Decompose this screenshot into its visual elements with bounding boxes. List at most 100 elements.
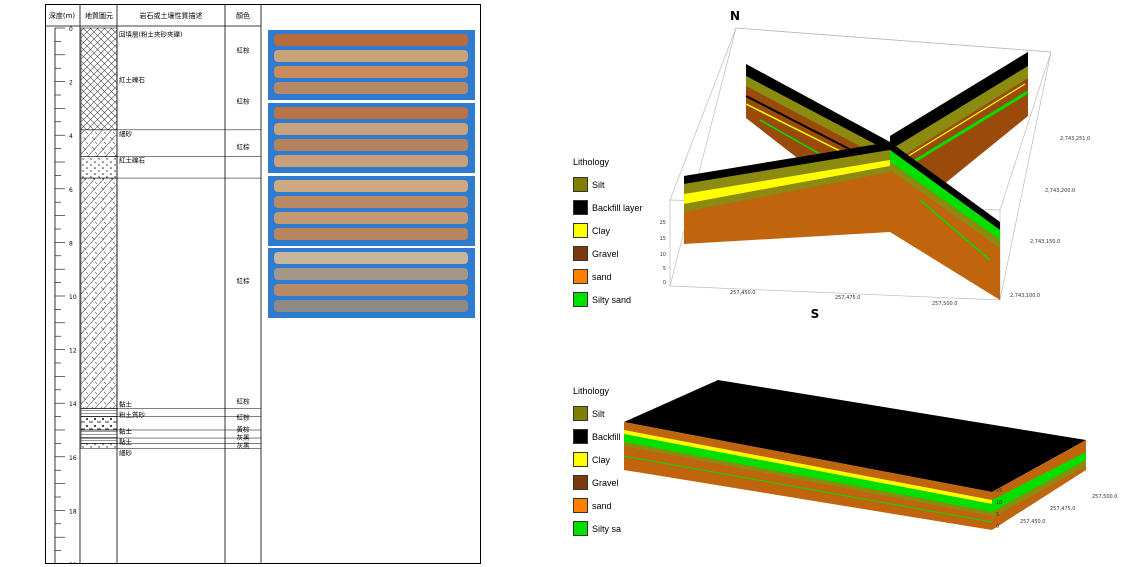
legend-item: Silt <box>573 173 643 196</box>
legend-label: Clay <box>592 454 611 465</box>
lithology-legend-top: Lithology Silt Backfill layer Clay Gravel sa… <box>573 157 643 311</box>
fence-diagram-3d: N S 2,743,251.0 2,743,200.0 2,743,150.0 … <box>660 9 1091 321</box>
y-tick: 257,500.0 <box>1092 494 1117 500</box>
y-tick: 2,743,150.0 <box>1030 239 1060 245</box>
layer-color: 紅棕 <box>237 96 251 105</box>
lithology-layer <box>80 437 118 444</box>
legend-item: Silty sand <box>573 288 643 311</box>
z-tick: 5 <box>996 512 999 518</box>
legend-item: Gravel <box>573 471 621 494</box>
depth-label: 20 <box>69 562 77 564</box>
legend-item: Clay <box>573 448 621 471</box>
depth-scale: 0 2 4 6 8 10 12 14 16 18 20 <box>54 26 77 564</box>
legend-label: sand <box>592 271 612 282</box>
legend-title: Lithology <box>573 157 610 167</box>
header-depth: 深度(m) <box>49 11 76 20</box>
z-axis-ticks: 25 15 10 5 0 <box>660 220 666 286</box>
header-description: 岩石或土壤性質描述 <box>140 11 203 20</box>
fence-panel-southeast <box>890 142 1000 300</box>
legend-label: Silt <box>592 179 605 190</box>
legend-item: Silty sa <box>573 517 621 540</box>
south-label: S <box>811 307 820 321</box>
legend-swatch <box>573 475 588 490</box>
layer-color: 紅棕 <box>237 45 251 54</box>
depth-label: 4 <box>69 133 73 140</box>
core-photos <box>268 30 475 318</box>
legend-label: Backfill <box>592 431 621 442</box>
legend-swatch <box>573 223 588 238</box>
y-tick: 2,743,100.0 <box>1010 293 1040 299</box>
depth-label: 14 <box>69 401 77 408</box>
layer-color: 灰黑 <box>237 441 251 450</box>
borehole-log: 深度(m) 地質圖元 岩石或土壤性質描述 顏色 0 2 4 6 8 10 12 14 16 18 2… <box>45 4 481 564</box>
legend-item: sand <box>573 265 643 288</box>
layer-color: 黃棕 <box>237 425 251 434</box>
x-tick: 257,500.0 <box>932 301 957 307</box>
legend-label: Silty sa <box>592 523 622 534</box>
lithology-layer <box>80 27 118 131</box>
depth-label: 0 <box>69 26 73 33</box>
legend-swatch <box>573 452 588 467</box>
legend-swatch <box>573 429 588 444</box>
legend-item: Backfill <box>573 425 621 448</box>
block-model <box>623 380 1086 530</box>
legend-swatch <box>573 269 588 284</box>
layer-description: 紅土礫石 <box>119 75 146 84</box>
layer-color: 紅棕 <box>237 397 251 406</box>
legend-swatch <box>573 200 588 215</box>
lithology-legend-bottom: Lithology Silt Backfill Clay Gravel sand Silt… <box>573 386 621 540</box>
legend-item: Clay <box>573 219 643 242</box>
lithology-layer <box>80 429 118 439</box>
z-tick: 15 <box>996 488 1002 494</box>
y-tick: 257,450.0 <box>1020 519 1045 525</box>
legend-label: sand <box>592 500 612 511</box>
y-tick: 2,743,200.0 <box>1045 188 1075 194</box>
x-axis-ticks: 257,450.0 257,475.0 257,500.0 <box>730 290 957 307</box>
y-tick: 257,475.0 <box>1050 506 1075 512</box>
legend-label: Gravel <box>592 477 619 488</box>
x-tick: 257,475.0 <box>835 295 860 301</box>
legend-swatch <box>573 521 588 536</box>
layer-description: 粉土質砂 <box>119 410 146 419</box>
lithology-layer <box>80 177 118 409</box>
z-tick: 0 <box>996 524 999 530</box>
lithology-column <box>80 27 118 450</box>
core-box <box>268 176 475 246</box>
legend-swatch <box>573 498 588 513</box>
block-model-3d: 257,500.0 257,475.0 257,450.0 15 10 5 0 <box>623 380 1117 530</box>
z-tick: 5 <box>663 266 666 272</box>
core-box <box>268 30 475 100</box>
y-axis-ticks: 2,743,251.0 2,743,200.0 2,743,150.0 2,74… <box>1010 136 1090 299</box>
core-box <box>268 103 475 173</box>
z-tick: 10 <box>996 500 1002 506</box>
legend-label: Clay <box>592 225 611 236</box>
layer-description: 黏土 <box>119 400 133 409</box>
legend-title: Lithology <box>573 386 610 396</box>
legend-label: Silt <box>592 408 605 419</box>
header-pattern: 地質圖元 <box>85 11 113 20</box>
block-top-face <box>624 380 1086 492</box>
layer-color: 灰黑 <box>237 433 251 442</box>
legend-swatch <box>573 406 588 421</box>
lithology-layer <box>80 156 118 179</box>
lithology-layer <box>80 408 118 417</box>
z-tick: 15 <box>660 236 666 242</box>
lithology-layer <box>80 129 118 157</box>
depth-label: 8 <box>69 240 73 247</box>
block-z-ticks: 15 10 5 0 <box>996 488 1002 530</box>
core-box <box>268 248 475 318</box>
depth-label: 6 <box>69 187 73 194</box>
legend-item: Gravel <box>573 242 643 265</box>
layer-description: 細砂 <box>119 129 133 138</box>
layer-color: 紅棕 <box>237 276 251 285</box>
depth-label: 16 <box>69 455 77 462</box>
depth-label: 12 <box>69 348 77 355</box>
legend-swatch <box>573 292 588 307</box>
depth-label: 10 <box>69 294 77 301</box>
depth-label: 18 <box>69 508 77 515</box>
z-tick: 0 <box>663 280 666 286</box>
block-y-ticks: 257,500.0 257,475.0 257,450.0 <box>1020 494 1117 525</box>
x-tick: 257,450.0 <box>730 290 755 296</box>
